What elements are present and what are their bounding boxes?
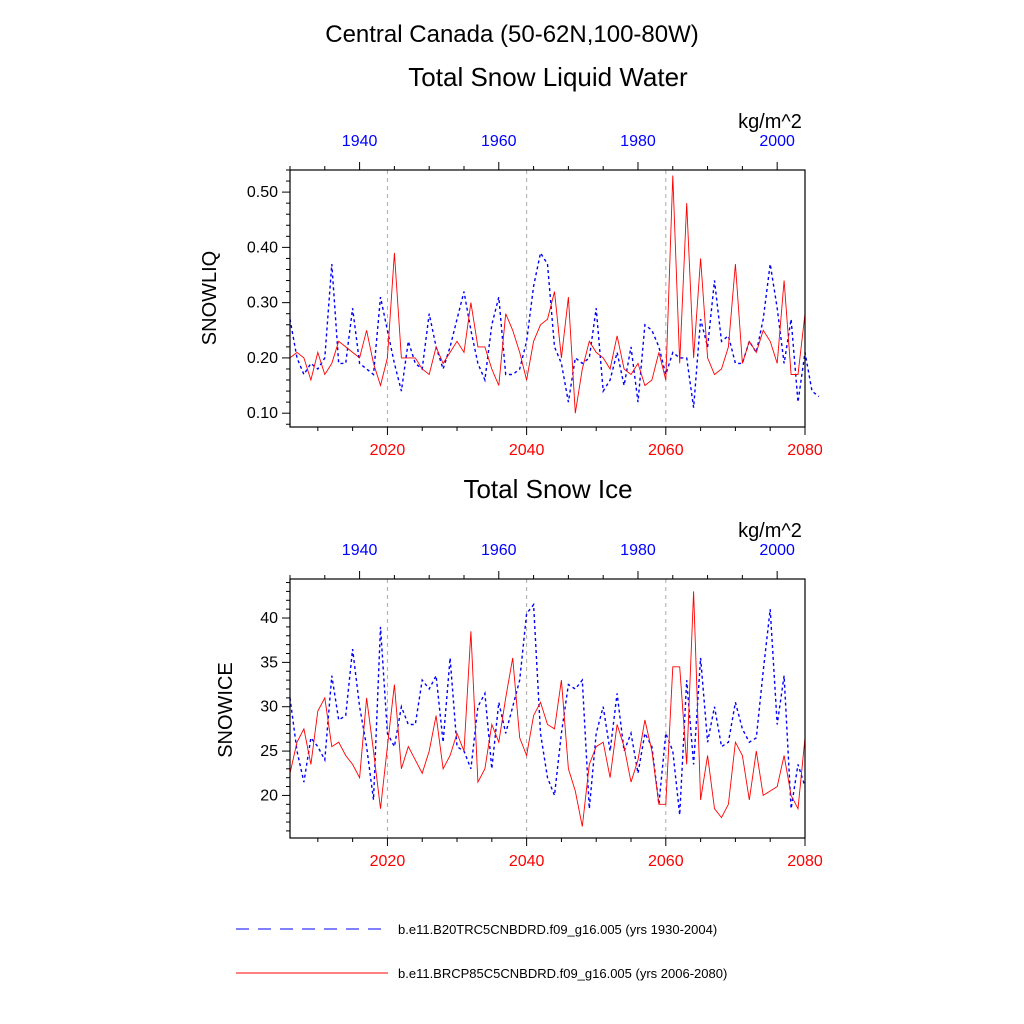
x-bottom-tick-label: 2020 [370,442,406,459]
series-group [289,175,820,414]
x-bottom-tick-label: 2060 [648,853,684,870]
x-bottom-tick-label: 2080 [787,853,823,870]
y-tick-label: 35 [260,654,278,671]
x-bottom-tick-label: 2020 [370,853,406,870]
x-bottom-tick-label: 2040 [509,442,545,459]
y-tick-label: 40 [260,610,278,627]
grid-lines [386,579,667,838]
legend-label-historical: b.e11.B20TRC5CNBDRD.f09_g16.005 (yrs 193… [398,922,717,937]
y-tick-label: 0.40 [247,239,278,256]
x-top-tick-label: 1940 [342,133,378,150]
main-title: Central Canada (50-62N,100-80W) [325,21,699,48]
series-group [289,591,806,827]
y-tick-label: 0.10 [247,405,278,422]
x-bottom-tick-label: 2060 [648,442,684,459]
units-label: kg/m^2 [738,520,802,542]
x-top-tick-label: 1980 [620,542,656,559]
x-top-tick-label: 1940 [342,542,378,559]
x-top-tick-label: 1960 [481,542,517,559]
series-line-rcp85 [289,591,806,827]
x-top-tick-label: 2000 [759,542,795,559]
axes: 0.10 0.20 0.30 0.40 0.50 2020 2040 2060 2080 1940… [247,133,823,459]
series-line-historical [289,602,806,815]
plot-frame [289,169,806,428]
x-top-tick-label: 2000 [759,133,795,150]
x-bottom-tick-label: 2080 [787,442,823,459]
y-tick-label: 0.50 [247,184,278,201]
y-axis-label: SNOWICE [215,662,237,758]
y-axis-label: SNOWLIQ [199,251,221,345]
legend: b.e11.B20TRC5CNBDRD.f09_g16.005 (yrs 193… [236,922,727,981]
snowliq-panel: Total Snow Liquid Water kg/m^2 SNOWLIQ 0… [199,62,823,459]
panel-title: Total Snow Liquid Water [408,62,688,92]
y-tick-label: 25 [260,743,278,760]
axes: 20 25 30 35 40 2020 2040 2060 2080 1940 1960 1980 20… [260,542,823,870]
x-top-tick-label: 1960 [481,133,517,150]
series-line-historical [289,251,820,408]
x-top-tick-label: 1980 [620,133,656,150]
series-line-rcp85 [289,175,806,414]
y-tick-label: 0.30 [247,295,278,312]
snowice-panel: Total Snow Ice kg/m^2 SNOWICE 20 25 30 35 40… [215,474,823,870]
plot-frame [289,578,806,839]
panel-title: Total Snow Ice [463,474,632,504]
y-tick-label: 30 [260,699,278,716]
grid-lines [386,170,667,427]
legend-label-rcp85: b.e11.BRCP85C5CNBDRD.f09_g16.005 (yrs 20… [398,966,727,981]
y-tick-label: 0.20 [247,350,278,367]
y-tick-label: 20 [260,787,278,804]
x-bottom-tick-label: 2040 [509,853,545,870]
units-label: kg/m^2 [738,111,802,133]
